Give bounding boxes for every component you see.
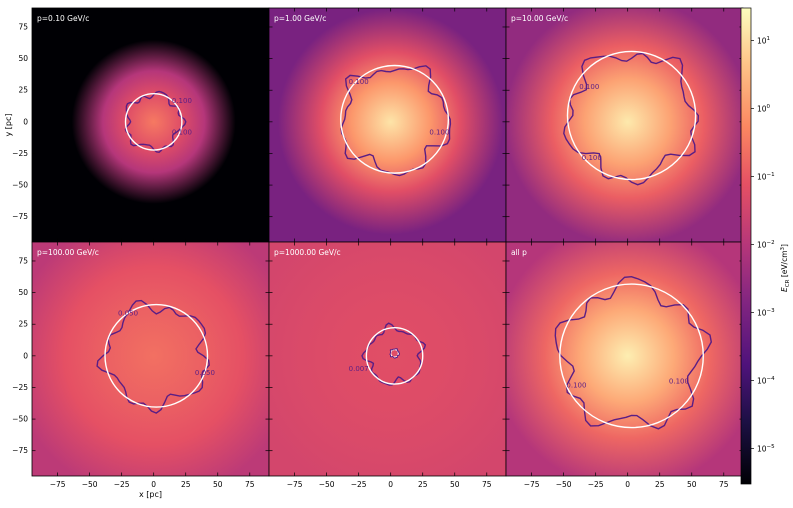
panel: 0.100 0.100 all p −75 −50 −25 0 25 50 75 — [505, 241, 744, 489]
axes: x [pc] y [pc] — [4, 114, 162, 500]
y-tick-label: −75 — [12, 212, 28, 221]
x-tick-label: 0 — [388, 480, 393, 489]
contour-label: 0.007 — [349, 365, 369, 373]
x-tick-label: −50 — [82, 480, 98, 489]
heatmap-field — [269, 8, 506, 242]
colorbar-tick-label: 10−4 — [757, 376, 775, 386]
panel-title: p=100.00 GeV/c — [37, 248, 99, 257]
purple-contour-inner — [389, 348, 400, 359]
x-tick-label: 0 — [625, 480, 630, 489]
y-tick-label: 75 — [18, 22, 28, 31]
x-tick-label: −25 — [351, 480, 367, 489]
panel-title: all p — [511, 248, 527, 257]
panel-title: p=0.10 GeV/c — [37, 14, 89, 23]
panel: 0.007 p=1000.00 GeV/c −75 −50 −25 0 25 50 75 — [268, 241, 507, 489]
panel-title: p=1000.00 GeV/c — [274, 248, 341, 257]
contour-label: 0.050 — [118, 309, 138, 317]
y-tick-label: 25 — [18, 320, 28, 329]
colorbar-tick-label: 101 — [757, 36, 770, 46]
y-axis-label: y [pc] — [4, 114, 13, 137]
x-tick-label: 25 — [418, 480, 428, 489]
contour-label: 0.100 — [582, 154, 602, 162]
x-tick-label: 50 — [687, 480, 697, 489]
y-tick-label: −75 — [12, 446, 28, 455]
panel-title: p=10.00 GeV/c — [511, 14, 568, 23]
colorbar-tick-label: 10−1 — [757, 172, 775, 182]
x-tick-label: 25 — [181, 480, 191, 489]
x-tick-label: −25 — [588, 480, 604, 489]
panel: 0.050 0.050 p=100.00 GeV/c −75 −50 −25 0 25 50 75… — [12, 241, 270, 489]
heatmap-field — [269, 242, 506, 476]
x-tick-label: 25 — [655, 480, 665, 489]
x-tick-label: 50 — [450, 480, 460, 489]
y-tick-label: 0 — [23, 351, 28, 360]
x-tick-label: −75 — [524, 480, 540, 489]
white-contour — [104, 303, 209, 408]
heatmap-field — [506, 8, 743, 242]
x-tick-label: 75 — [245, 480, 255, 489]
panel: 0.100 0.100 p=0.10 GeV/c −75 −50 −25 0 25 50 75 — [12, 7, 270, 243]
contour-label: 0.100 — [172, 97, 192, 105]
white-contour — [340, 64, 450, 174]
colorbar-tick-label: 10−2 — [757, 240, 775, 250]
colorbar: 101 100 10−1 10−2 10−3 10−4 10−5 ECR [eV/cm3] — [740, 7, 791, 485]
colorbar-tick-label: 100 — [757, 104, 771, 114]
x-tick-label: 50 — [213, 480, 223, 489]
x-tick-label: −50 — [319, 480, 335, 489]
contour-label: 0.050 — [195, 369, 215, 377]
x-tick-label: −75 — [287, 480, 303, 489]
purple-contour — [361, 322, 427, 386]
y-tick-label: −25 — [12, 383, 28, 392]
contour-label: 0.100 — [566, 381, 586, 389]
colorbar-label: ECR [eV/cm3] — [780, 244, 791, 292]
y-tick-label: 25 — [18, 86, 28, 95]
contour-label: 0.100 — [429, 128, 449, 136]
panel-title: p=1.00 GeV/c — [274, 14, 326, 23]
panel: 0.100 0.100 p=10.00 GeV/c — [505, 7, 744, 243]
y-tick-label: −50 — [12, 181, 28, 190]
x-tick-label: −50 — [556, 480, 572, 489]
contour-label: 0.100 — [579, 83, 599, 91]
panel: 0.100 0.100 p=1.00 GeV/c — [268, 7, 507, 243]
contour-label: 0.100 — [349, 78, 369, 86]
white-contour — [365, 326, 424, 385]
y-tick-label: 50 — [18, 54, 28, 63]
y-tick-label: −25 — [12, 149, 28, 158]
white-contour — [566, 50, 697, 181]
heatmap-field — [32, 242, 269, 476]
x-tick-label: 0 — [151, 480, 156, 489]
colorbar-tick-label: 10−3 — [757, 308, 775, 318]
x-tick-label: 75 — [719, 480, 729, 489]
colorbar-bar — [740, 7, 752, 485]
y-tick-label: 0 — [23, 117, 28, 126]
purple-contour — [96, 299, 210, 414]
x-tick-label: −25 — [114, 480, 130, 489]
heatmap-field — [32, 8, 269, 242]
contour-label: 0.100 — [172, 128, 192, 136]
y-tick-label: 75 — [18, 256, 28, 265]
contour-label: 0.100 — [669, 378, 689, 386]
white-contour — [124, 92, 183, 151]
y-tick-label: 50 — [18, 288, 28, 297]
white-contour — [559, 283, 704, 429]
y-tick-label: −50 — [12, 415, 28, 424]
x-tick-label: 75 — [482, 480, 492, 489]
colorbar-tick-label: 10−5 — [757, 444, 775, 454]
x-tick-label: −75 — [50, 480, 66, 489]
purple-contour — [340, 65, 452, 177]
x-axis-label: x [pc] — [139, 490, 162, 499]
